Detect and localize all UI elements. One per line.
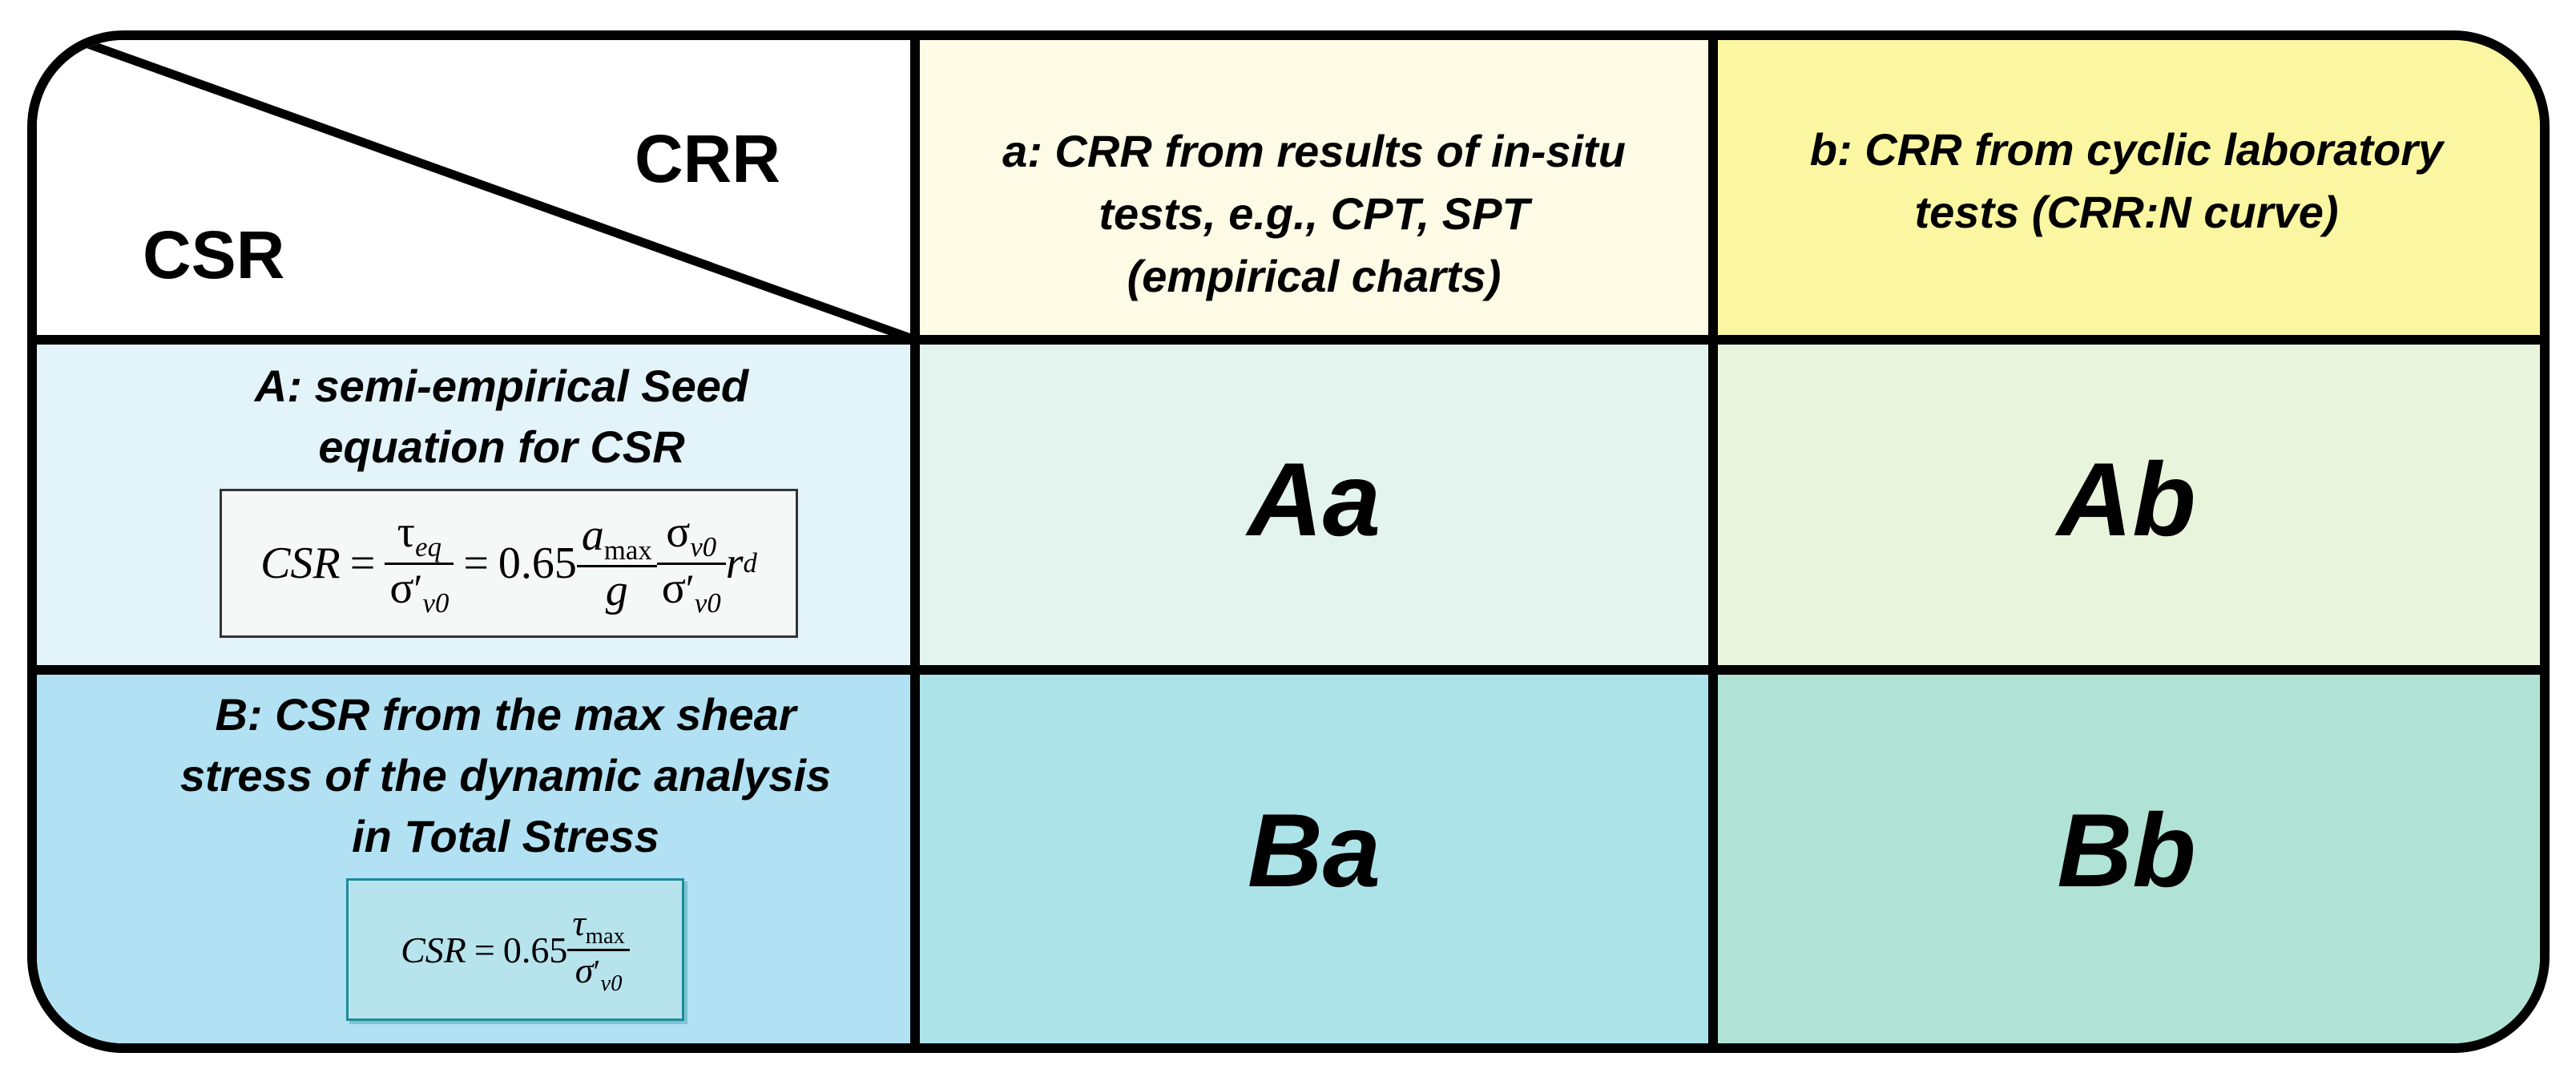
row-header-a: A: semi-empirical Seed equation for CSR … — [37, 340, 915, 670]
cell-ab: Ab — [1713, 340, 2540, 670]
eq-b-sigma: σ — [574, 949, 594, 990]
eq-a-frac-sigma: σv0 σ′v0 — [656, 506, 726, 619]
eq-a-frac-tau: τeq σ′v0 — [385, 509, 454, 618]
eq-a-lhs: CSR — [260, 538, 341, 588]
corner-cell: CRR CSR — [37, 40, 915, 340]
eq-a-prime-1: ′ — [413, 566, 423, 611]
row-b-line-3: in Total Stress — [352, 811, 659, 861]
header-a-line-1: a: CRR from results of in-situ — [1002, 126, 1626, 176]
eq-b-frac: τmax σ′v0 — [567, 901, 630, 996]
eq-b-tau-sub: max — [585, 923, 625, 949]
max-shear-equation-box: CSR = 0.65 τmax σ′v0 — [346, 878, 684, 1021]
row-header-b: B: CSR from the max shear stress of the … — [37, 670, 915, 1043]
eq-b-coef: 0.65 — [502, 929, 568, 970]
row-b-line-2: stress of the dynamic analysis — [179, 750, 832, 801]
eq-a-frac-a: amax g — [576, 510, 657, 616]
eq-b-sub: v0 — [600, 970, 623, 996]
eq-a-sigma-1: σ — [389, 563, 414, 613]
row-b-line-1: B: CSR from the max shear — [215, 689, 796, 740]
grid-line-vertical-2 — [1708, 40, 1718, 1043]
column-header-a-text: a: CRR from results of in-situ tests, e.… — [915, 120, 1713, 308]
matrix-table: CRR CSR a: CRR from results of in-situ t… — [27, 30, 2550, 1053]
column-header-a: a: CRR from results of in-situ tests, e.… — [915, 40, 1713, 340]
header-a-line-3: (empirical charts) — [1127, 251, 1502, 301]
column-header-b: b: CRR from cyclic laboratory tests (CRR… — [1713, 40, 2540, 340]
eq-a-tau: τ — [397, 506, 416, 557]
cell-aa: Aa — [915, 340, 1713, 670]
eq-a-a: a — [581, 510, 604, 560]
corner-diagonal — [75, 40, 915, 340]
header-a-line-2: tests, e.g., CPT, SPT — [1099, 188, 1530, 239]
eq-b-lhs: CSR — [401, 929, 466, 970]
grid-line-vertical-1 — [910, 40, 920, 1043]
grid-line-horizontal-2 — [37, 665, 2540, 675]
max-shear-equation: CSR = 0.65 τmax σ′v0 — [349, 881, 682, 1018]
eq-a-equals-1: = — [349, 538, 376, 588]
cell-ab-label: Ab — [2057, 441, 2196, 558]
cell-aa-label: Aa — [1247, 441, 1381, 558]
row-header-b-text: B: CSR from the max shear stress of the … — [101, 684, 910, 867]
eq-a-coef: 0.65 — [498, 538, 577, 588]
eq-a-r: r — [725, 538, 744, 588]
eq-a-tau-sub: eq — [415, 531, 441, 563]
eq-a-a-sub: max — [603, 534, 652, 566]
cell-bb: Bb — [1713, 670, 2540, 1043]
eq-a-prime-2: ′ — [685, 566, 695, 611]
csr-axis-label: CSR — [143, 217, 285, 292]
row-a-line-1: A: semi-empirical Seed — [254, 361, 749, 411]
cell-ba: Ba — [915, 670, 1713, 1043]
header-b-line-1: b: CRR from cyclic laboratory — [1809, 124, 2444, 175]
eq-a-g: g — [605, 566, 628, 616]
header-b-line-2: tests (CRR:N curve) — [1914, 187, 2339, 237]
eq-a-r-sub: d — [743, 547, 757, 579]
eq-b-tau: τ — [572, 901, 586, 943]
eq-a-sigma-3: σ — [661, 563, 686, 613]
row-header-a-text: A: semi-empirical Seed equation for CSR — [157, 356, 846, 478]
cell-bb-label: Bb — [2057, 792, 2196, 909]
eq-a-sub-3: v0 — [694, 587, 721, 619]
eq-a-sub-2: v0 — [690, 531, 717, 563]
cell-ba-label: Ba — [1247, 792, 1381, 909]
seed-equation-box: CSR = τeq σ′v0 = 0.65 amax g σv0 σ′v0 — [220, 489, 798, 638]
eq-a-sub-1: v0 — [422, 587, 449, 619]
eq-b-equals: = — [474, 929, 495, 970]
eq-b-prime: ′ — [593, 952, 601, 990]
crr-axis-label: CRR — [635, 121, 780, 196]
eq-a-sigma-2: σ — [666, 506, 691, 557]
eq-a-equals-2: = — [463, 538, 489, 588]
row-a-line-2: equation for CSR — [318, 421, 685, 472]
seed-equation: CSR = τeq σ′v0 = 0.65 amax g σv0 σ′v0 — [222, 491, 796, 635]
column-header-b-text: b: CRR from cyclic laboratory tests (CRR… — [1713, 119, 2540, 244]
grid-line-horizontal-1 — [37, 335, 2540, 345]
